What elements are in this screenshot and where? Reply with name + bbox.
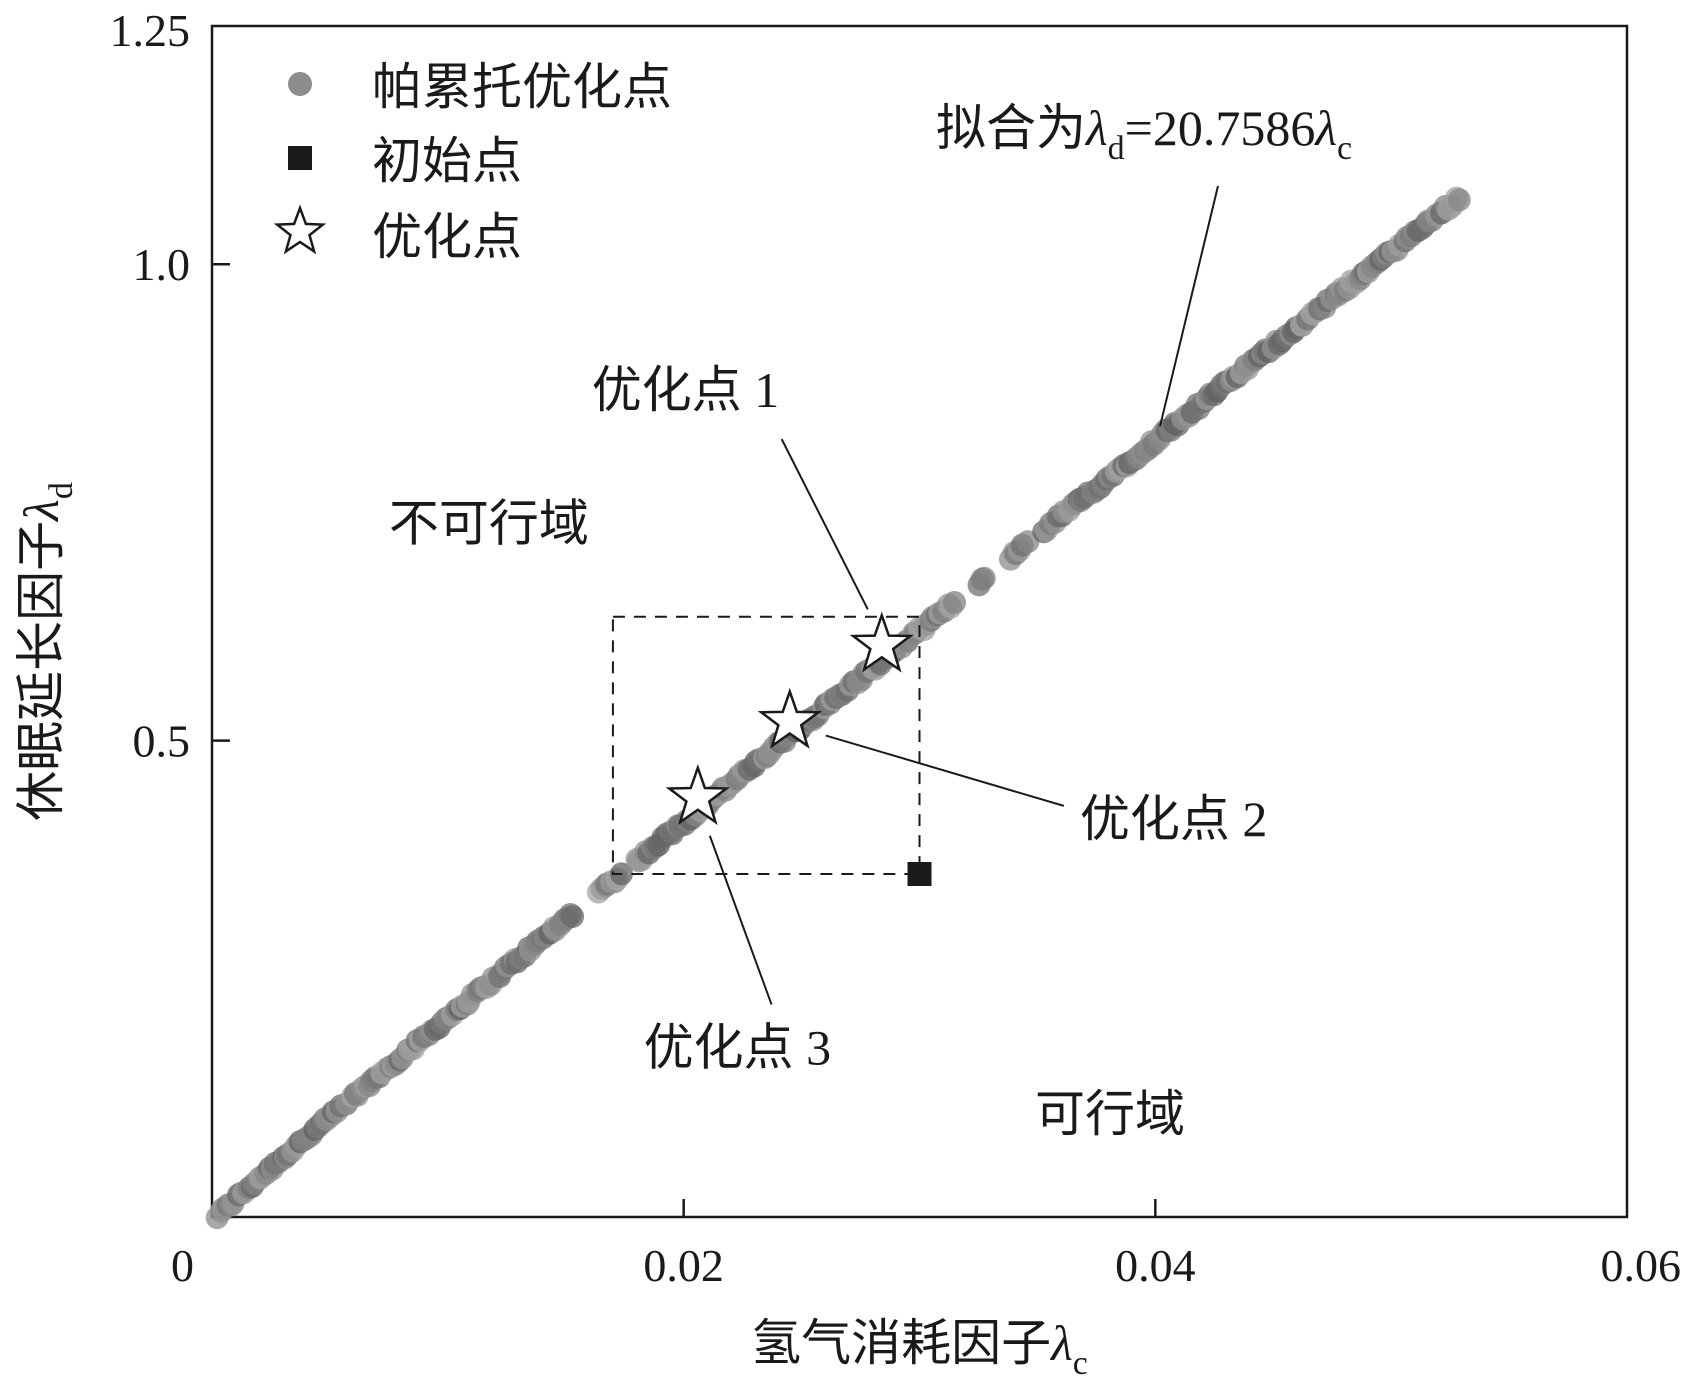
y-tick-label: 0.5 [133, 716, 191, 767]
optimal-point-star [665, 763, 730, 826]
legend-circle-icon [288, 72, 312, 96]
leader-line [825, 734, 1065, 807]
y-tick-label: 1.0 [133, 239, 191, 290]
optimal-point-label: 优化点 3 [644, 1019, 832, 1077]
region-label: 不可行域 [389, 495, 589, 553]
plot-area [210, 24, 1629, 1219]
optimal-point-star [849, 611, 914, 673]
dashed-box [611, 615, 921, 875]
legend-label: 初始点 [372, 132, 522, 190]
fit-equation-label: 拟合为λd=20.7586λc [936, 99, 1352, 167]
legend-label: 帕累托优化点 [372, 58, 672, 116]
pareto-point [972, 566, 996, 590]
dashed-box-rect [611, 615, 921, 875]
pareto-series [205, 186, 1471, 1230]
x-tick-label: 0 [171, 1240, 194, 1291]
pareto-point [1447, 188, 1471, 212]
leader-line [780, 438, 869, 610]
plot-frame [210, 24, 1629, 1219]
annotations: 氢气消耗因子λc 休眠延长因子λd 优化点 1 优化点 2 优化点 3 拟合为λd=20.… [12, 99, 1352, 1382]
y-tick-label: 1.25 [110, 5, 191, 56]
x-axis-label: 氢气消耗因子λc [751, 1314, 1088, 1382]
legend-square-icon [288, 146, 312, 170]
x-tick-label: 0.02 [643, 1240, 724, 1291]
axis-ticks: 0 0.02 0.04 0.06 0.5 1.0 1.25 [110, 5, 1681, 1291]
initial-point-marker [907, 861, 932, 886]
optimal-point-star [757, 687, 822, 749]
optimal-point-label: 优化点 2 [1080, 790, 1268, 848]
special-markers [665, 611, 932, 886]
region-label: 可行域 [1035, 1085, 1185, 1143]
legend-star-icon [273, 204, 327, 255]
pareto-point [561, 904, 585, 928]
x-tick-label: 0.06 [1601, 1240, 1681, 1291]
legend-label: 优化点 [372, 208, 522, 266]
fit-leader-line [1159, 185, 1219, 427]
x-tick-label: 0.04 [1115, 1240, 1196, 1291]
pareto-point [943, 590, 966, 614]
y-axis-label: 休眠延长因子λd [12, 482, 80, 821]
optimal-point-label: 优化点 1 [592, 361, 780, 419]
leader-lines [708, 185, 1219, 1005]
leader-line [708, 835, 773, 1005]
